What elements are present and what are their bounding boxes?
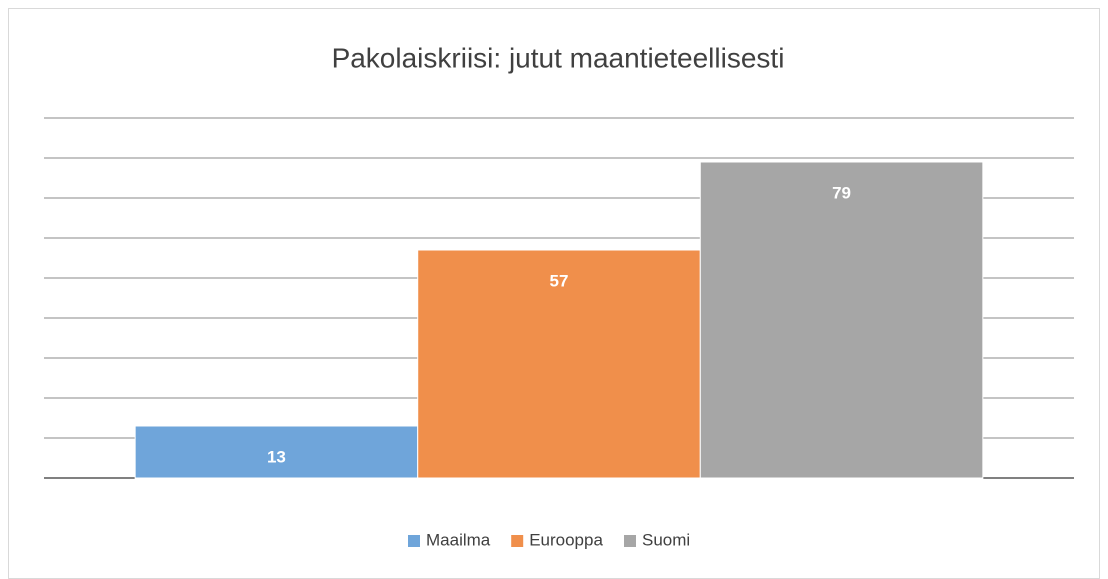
data-label: 79 [832, 183, 851, 202]
legend-label: Eurooppa [529, 530, 603, 549]
legend-label: Suomi [642, 530, 690, 549]
legend-swatch [511, 535, 524, 547]
legend-swatch [408, 535, 420, 547]
data-label: 13 [267, 447, 286, 466]
bar [699, 161, 984, 479]
legend-swatch [624, 535, 636, 547]
chart-title: Pakolaiskriisi: jutut maantieteellisesti [332, 42, 785, 73]
bar [134, 425, 419, 479]
legend-label: Maailma [426, 530, 491, 549]
data-label: 57 [550, 271, 569, 290]
bar [417, 249, 701, 479]
